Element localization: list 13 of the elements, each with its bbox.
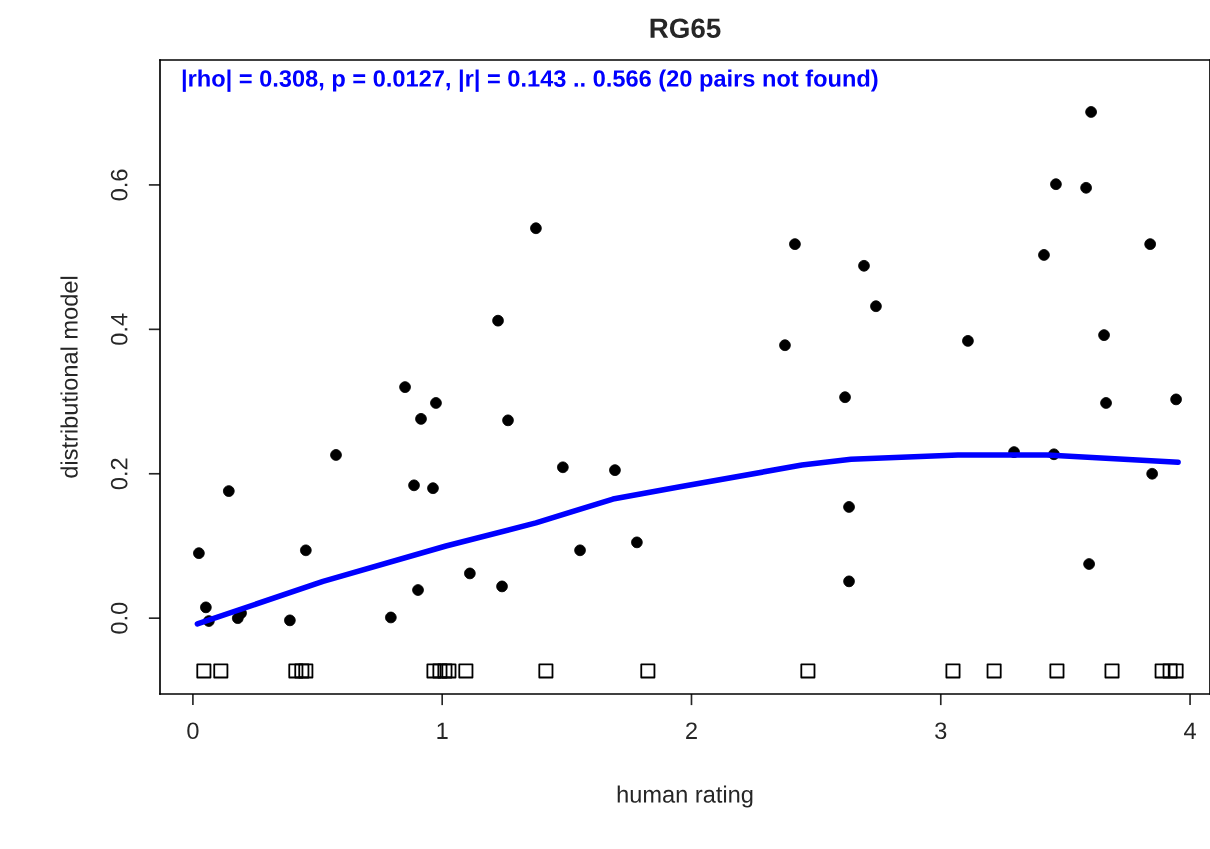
x-tick-label: 4 [1184,722,1196,739]
y-tick-label: 0.2 [110,458,128,490]
y-axis-title: distributional model [60,276,78,478]
x-tick-label: 0 [187,722,199,740]
annotation: |rho| = 0.308, p = 0.0127, |r| = 0.143 .. 0.566 (20 pairs not found) [182,69,878,92]
y-tick-label: 0.0 [110,602,128,634]
y-tick-label: 0.4 [110,313,128,345]
x-tick-label: 2 [686,722,697,739]
chart-title: RG65 [650,18,721,39]
y-tick-label: 0.6 [110,169,128,201]
x-tick-label: 1 [437,722,448,739]
x-axis-title: human rating [617,785,753,808]
x-tick-label: 3 [935,722,947,740]
